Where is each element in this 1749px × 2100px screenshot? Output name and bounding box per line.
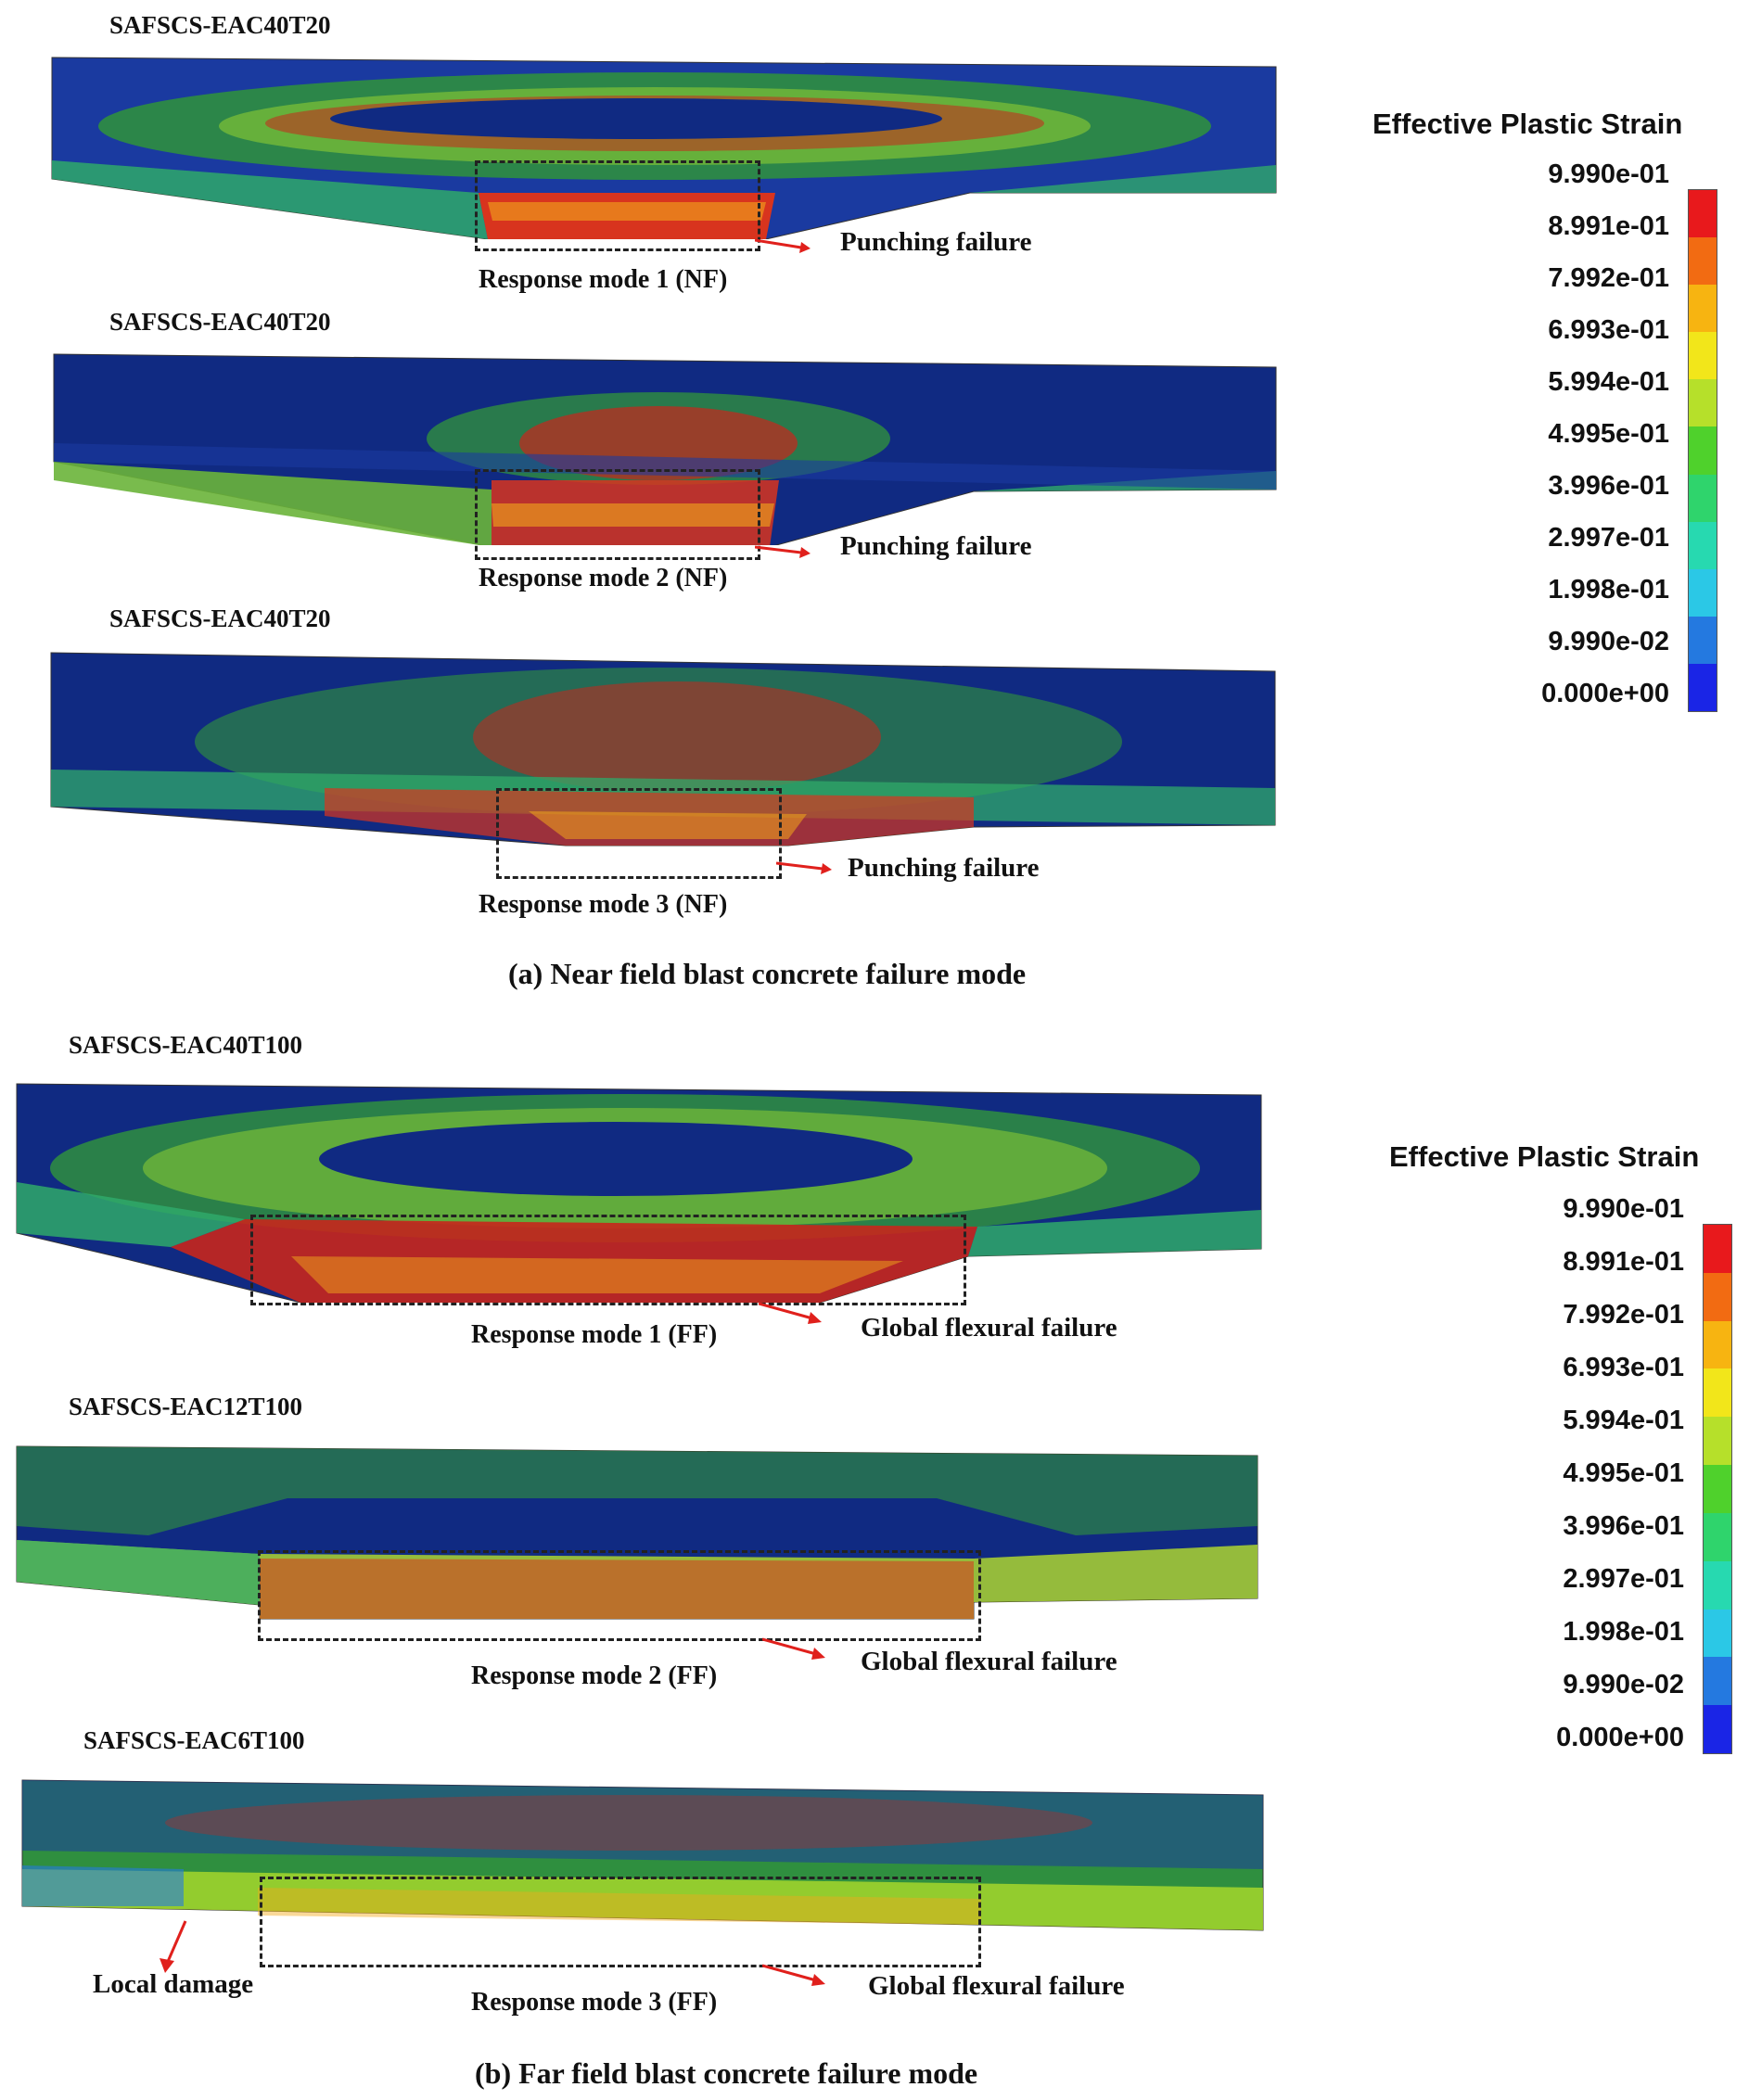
figure-caption-a: (a) Near field blast concrete failure mo… xyxy=(508,957,1027,990)
legend-title: Effective Plastic Strain xyxy=(1389,1140,1700,1173)
callout-arrow xyxy=(160,1920,187,1973)
failure-label: Punching failure xyxy=(848,853,1040,883)
colorbar-swatch xyxy=(1689,285,1717,333)
fe-slab-contour xyxy=(53,353,1277,545)
fe-slab-contour xyxy=(21,1779,1264,1931)
legend-label: 6.993e-01 xyxy=(1563,1353,1684,1382)
colorbar-swatch xyxy=(1704,1657,1731,1706)
colorbar-swatch xyxy=(1689,663,1717,711)
fe-slab-contour xyxy=(50,652,1276,846)
legend-label: 3.996e-01 xyxy=(1548,471,1669,501)
colorbar-swatch xyxy=(1689,426,1717,475)
colorbar-swatch xyxy=(1704,1560,1731,1610)
legend-label: 8.991e-01 xyxy=(1563,1247,1684,1277)
legend-label: 4.995e-01 xyxy=(1548,419,1669,449)
legend-label: 9.990e-01 xyxy=(1548,159,1669,189)
colorbar-swatch xyxy=(1704,1272,1731,1321)
colorbar-swatch xyxy=(1689,474,1717,522)
legend-title: Effective Plastic Strain xyxy=(1372,108,1683,140)
response-mode-label: Response mode 2 (FF) xyxy=(471,1661,718,1690)
legend-label: 9.990e-01 xyxy=(1563,1194,1684,1224)
highlight-box xyxy=(260,1877,981,1967)
legend-label: 5.994e-01 xyxy=(1548,367,1669,397)
panel-title: SAFSCS-EAC40T20 xyxy=(109,308,331,336)
response-mode-label: Response mode 1 (FF) xyxy=(471,1320,718,1349)
panel-title: SAFSCS-EAC12T100 xyxy=(69,1393,303,1420)
callout-arrow xyxy=(776,861,832,874)
legend-label: 9.990e-02 xyxy=(1548,627,1669,656)
colorbar-swatch xyxy=(1704,1320,1731,1369)
failure-label: Global flexural failure xyxy=(868,1971,1125,2001)
callout-arrow xyxy=(762,1964,825,1986)
figure-caption-b: (b) Far field blast concrete failure mod… xyxy=(475,2056,978,2090)
legend-label: 6.993e-01 xyxy=(1548,315,1669,345)
failure-label: Global flexural failure xyxy=(861,1313,1117,1343)
colorbar-swatch xyxy=(1689,616,1717,664)
panel-title: SAFSCS-EAC40T20 xyxy=(109,11,331,39)
callout-arrow xyxy=(762,1637,825,1660)
response-mode-label: Response mode 3 (FF) xyxy=(471,1988,718,2017)
response-mode-label: Response mode 2 (NF) xyxy=(479,564,728,592)
callout-arrow xyxy=(755,545,811,558)
legend-label: 1.998e-01 xyxy=(1563,1617,1684,1647)
legend-label: 7.992e-01 xyxy=(1563,1300,1684,1330)
panel-title: SAFSCS-EAC40T20 xyxy=(109,605,331,632)
legend-tick-labels: 9.990e-01 8.991e-01 7.992e-01 6.993e-01 … xyxy=(1363,159,1669,716)
highlight-box xyxy=(475,469,760,560)
fe-slab-contour xyxy=(16,1083,1262,1303)
legend-label: 8.991e-01 xyxy=(1548,211,1669,241)
panel-title: SAFSCS-EAC40T100 xyxy=(69,1031,303,1059)
legend-label: 9.990e-02 xyxy=(1563,1670,1684,1699)
colorbar-swatch xyxy=(1689,568,1717,617)
colorbar-swatch xyxy=(1704,1225,1731,1273)
failure-label: Punching failure xyxy=(840,227,1032,257)
legend-label: 0.000e+00 xyxy=(1541,679,1669,708)
colorbar-swatch xyxy=(1704,1417,1731,1466)
fe-slab-contour xyxy=(16,1445,1258,1620)
highlight-box xyxy=(258,1550,981,1641)
legend-label: 2.997e-01 xyxy=(1563,1564,1684,1594)
legend-label: 0.000e+00 xyxy=(1556,1723,1684,1752)
colorbar-swatch xyxy=(1704,1368,1731,1418)
response-mode-label: Response mode 1 (NF) xyxy=(479,265,728,294)
colorbar-swatch xyxy=(1704,1512,1731,1561)
color-legend: Effective Plastic Strain 9.990e-01 8.991… xyxy=(1378,1137,1740,1767)
colorbar-swatch xyxy=(1689,190,1717,238)
response-mode-label: Response mode 3 (NF) xyxy=(479,890,728,919)
callout-arrow xyxy=(759,1302,822,1324)
highlight-box xyxy=(475,160,760,251)
color-legend: Effective Plastic Strain 9.990e-01 8.991… xyxy=(1363,104,1734,725)
colorbar-swatch xyxy=(1689,379,1717,427)
failure-label: Global flexural failure xyxy=(861,1647,1117,1676)
legend-label: 3.996e-01 xyxy=(1563,1511,1684,1541)
legend-tick-labels: 9.990e-01 8.991e-01 7.992e-01 6.993e-01 … xyxy=(1378,1194,1684,1760)
colorbar-swatch xyxy=(1704,1609,1731,1658)
colorbar-swatch xyxy=(1689,521,1717,569)
local-damage-label: Local damage xyxy=(93,1969,254,1999)
colorbar-swatch xyxy=(1704,1465,1731,1513)
colorbar xyxy=(1703,1224,1732,1754)
failure-label: Punching failure xyxy=(840,531,1032,561)
panel-title: SAFSCS-EAC6T100 xyxy=(83,1726,305,1754)
colorbar-swatch xyxy=(1704,1705,1731,1753)
legend-label: 5.994e-01 xyxy=(1563,1406,1684,1435)
fe-slab-contour xyxy=(51,57,1277,239)
colorbar-swatch xyxy=(1689,237,1717,286)
legend-label: 2.997e-01 xyxy=(1548,523,1669,553)
callout-arrow xyxy=(755,238,811,253)
colorbar xyxy=(1688,189,1717,712)
legend-label: 1.998e-01 xyxy=(1548,575,1669,605)
highlight-box xyxy=(496,788,782,879)
legend-label: 7.992e-01 xyxy=(1548,263,1669,293)
colorbar-swatch xyxy=(1689,332,1717,380)
legend-label: 4.995e-01 xyxy=(1563,1458,1684,1488)
highlight-box xyxy=(250,1215,966,1305)
